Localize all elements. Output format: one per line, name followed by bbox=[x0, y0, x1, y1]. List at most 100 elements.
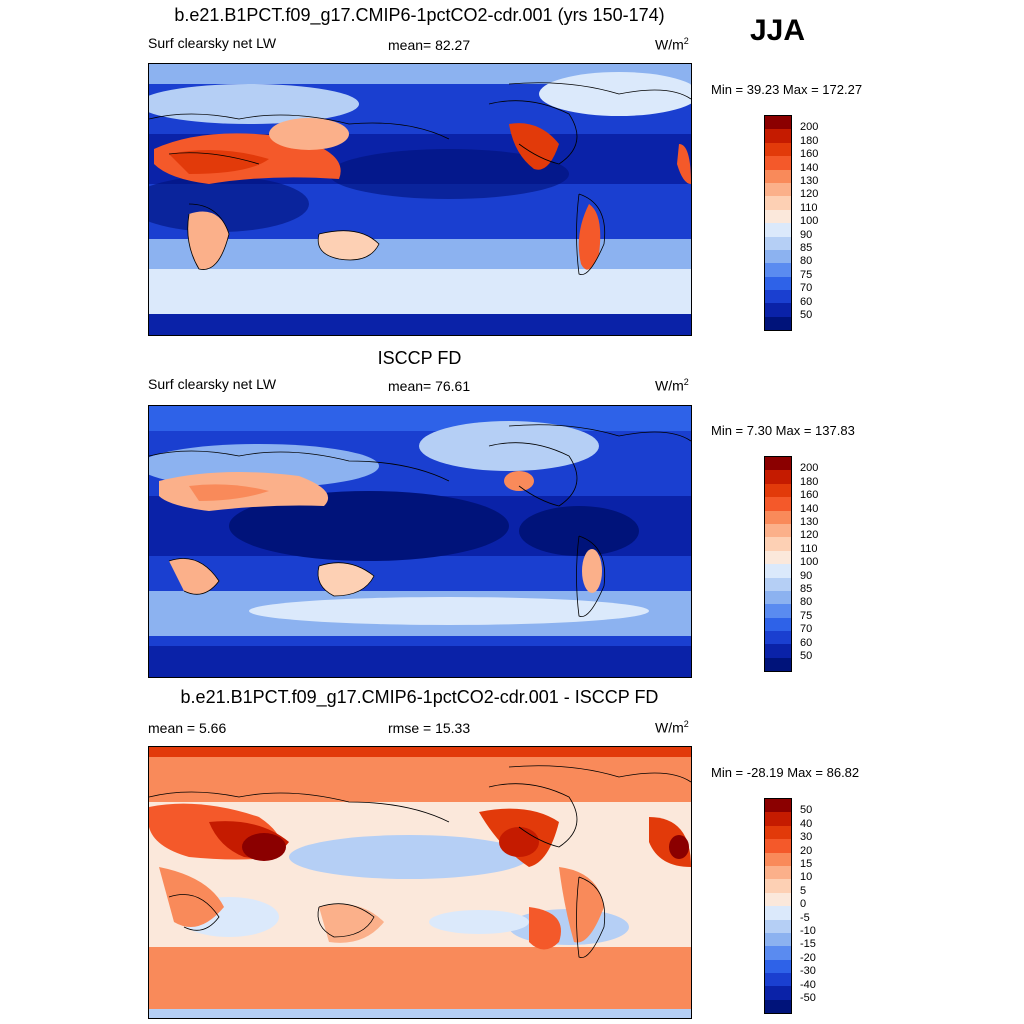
colorbar-tick-label: 80 bbox=[800, 596, 813, 609]
colorbar-tick-label: 75 bbox=[800, 268, 813, 281]
colorbar-swatch bbox=[765, 657, 791, 672]
panel1-units: W/m2 bbox=[655, 36, 689, 53]
colorbar-swatch bbox=[765, 182, 791, 197]
colorbar-swatch bbox=[765, 617, 791, 632]
colorbar-tick-label: 75 bbox=[800, 609, 813, 622]
colorbar-swatch bbox=[765, 276, 791, 291]
colorbar-swatch bbox=[765, 919, 791, 933]
colorbar-swatch bbox=[765, 946, 791, 960]
colorbar-tick-label: 160 bbox=[800, 489, 819, 502]
panel3-colorbar bbox=[764, 798, 792, 1015]
colorbar-swatch bbox=[765, 236, 791, 250]
season-label: JJA bbox=[750, 14, 806, 47]
colorbar-swatch bbox=[765, 932, 791, 947]
colorbar-swatch bbox=[765, 470, 791, 484]
colorbar-swatch bbox=[765, 959, 791, 974]
colorbar-tick-label: 200 bbox=[800, 121, 819, 134]
colorbar-tick-label: 50 bbox=[800, 804, 813, 817]
colorbar-swatch bbox=[765, 290, 791, 304]
colorbar-swatch bbox=[765, 483, 791, 498]
colorbar-tick-label: 130 bbox=[800, 175, 819, 187]
colorbar-swatch bbox=[765, 169, 791, 183]
colorbar-tick-label: 110 bbox=[800, 542, 818, 555]
colorbar-tick-label: 60 bbox=[800, 295, 813, 308]
panel3-map-graphic bbox=[149, 747, 691, 1018]
colorbar-swatch bbox=[765, 644, 791, 658]
colorbar-tick-label: -40 bbox=[800, 978, 816, 991]
colorbar-tick-label: 140 bbox=[800, 161, 819, 174]
colorbar-tick-label: 20 bbox=[800, 844, 813, 857]
colorbar-tick-label: 50 bbox=[800, 309, 813, 321]
colorbar-swatch bbox=[765, 537, 791, 551]
colorbar-tick-label: 100 bbox=[800, 556, 819, 569]
colorbar-swatch bbox=[765, 852, 791, 866]
colorbar-swatch bbox=[765, 457, 791, 471]
colorbar-swatch bbox=[765, 142, 791, 157]
colorbar-tick-label: 160 bbox=[800, 148, 819, 161]
panel1-map-graphic bbox=[149, 64, 691, 335]
colorbar-tick-label: 140 bbox=[800, 502, 819, 515]
panel2-minmax: Min = 7.30 Max = 137.83 bbox=[711, 423, 855, 438]
panel3-title: b.e21.B1PCT.f09_g17.CMIP6-1pctCO2-cdr.00… bbox=[180, 687, 659, 707]
colorbar-tick-label: -20 bbox=[800, 951, 816, 964]
colorbar-swatch bbox=[765, 316, 791, 331]
colorbar-swatch bbox=[765, 604, 791, 618]
colorbar-swatch bbox=[765, 249, 791, 264]
colorbar-swatch bbox=[765, 263, 791, 277]
colorbar-swatch bbox=[765, 209, 791, 224]
colorbar-swatch bbox=[765, 116, 791, 130]
colorbar-tick-label: 50 bbox=[800, 650, 813, 662]
colorbar-swatch bbox=[765, 129, 791, 143]
panel1-variable: Surf clearsky net LW bbox=[148, 35, 277, 51]
colorbar-tick-label: 70 bbox=[800, 282, 813, 295]
colorbar-swatch bbox=[765, 156, 791, 170]
colorbar-tick-label: 100 bbox=[800, 215, 819, 228]
colorbar-swatch bbox=[765, 892, 791, 907]
colorbar-tick-label: 70 bbox=[800, 623, 813, 636]
colorbar-swatch bbox=[765, 839, 791, 853]
panel2-variable: Surf clearsky net LW bbox=[148, 376, 277, 392]
panel3-mean: mean = 5.66 bbox=[148, 720, 227, 736]
colorbar-swatch bbox=[765, 564, 791, 578]
colorbar-tick-label: 180 bbox=[800, 134, 819, 147]
colorbar-tick-label: 110 bbox=[800, 201, 818, 214]
colorbar-tick-label: -50 bbox=[800, 992, 816, 1004]
panel2-map-graphic bbox=[149, 406, 691, 677]
colorbar-tick-label: -15 bbox=[800, 938, 816, 951]
colorbar-tick-label: 80 bbox=[800, 255, 813, 268]
colorbar-swatch bbox=[765, 223, 791, 237]
panel2-mean: mean= 76.61 bbox=[388, 378, 471, 394]
panel3-rmse: rmse = 15.33 bbox=[388, 720, 471, 736]
colorbar-tick-label: 5 bbox=[800, 884, 807, 897]
colorbar-tick-label: 130 bbox=[800, 516, 819, 528]
colorbar-tick-label: 120 bbox=[800, 529, 819, 542]
colorbar-tick-label: 90 bbox=[800, 228, 813, 241]
colorbar-swatch bbox=[765, 799, 791, 813]
colorbar-tick-label: 15 bbox=[800, 858, 813, 870]
colorbar-tick-label: -10 bbox=[800, 925, 816, 937]
colorbar-tick-label: 30 bbox=[800, 831, 813, 844]
colorbar-swatch bbox=[765, 865, 791, 880]
panel2-title: ISCCP FD bbox=[377, 348, 462, 368]
panel1-minmax: Min = 39.23 Max = 172.27 bbox=[711, 82, 863, 97]
panel1-colorbar bbox=[764, 115, 792, 332]
panel1-map bbox=[148, 63, 692, 336]
colorbar-tick-label: 85 bbox=[800, 583, 813, 595]
panel3-map bbox=[148, 746, 692, 1019]
panel2-colorbar bbox=[764, 456, 792, 673]
colorbar-swatch bbox=[765, 550, 791, 565]
colorbar-swatch bbox=[765, 590, 791, 605]
colorbar-tick-label: 40 bbox=[800, 817, 813, 830]
colorbar-tick-label: 120 bbox=[800, 188, 819, 201]
panel1-mean: mean= 82.27 bbox=[388, 37, 471, 53]
colorbar-swatch bbox=[765, 577, 791, 591]
panel3-units: W/m2 bbox=[655, 719, 689, 736]
colorbar-swatch bbox=[765, 973, 791, 987]
colorbar-swatch bbox=[765, 879, 791, 893]
colorbar-tick-label: 200 bbox=[800, 462, 819, 475]
colorbar-swatch bbox=[765, 999, 791, 1014]
colorbar-swatch bbox=[765, 906, 791, 920]
colorbar-swatch bbox=[765, 986, 791, 1000]
panel2-map bbox=[148, 405, 692, 678]
colorbar-swatch bbox=[765, 303, 791, 317]
